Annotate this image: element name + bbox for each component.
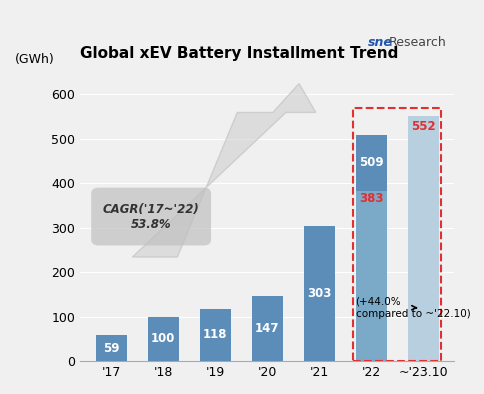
Bar bbox=[95, 335, 126, 361]
Text: 383: 383 bbox=[358, 192, 383, 205]
Bar bbox=[355, 135, 386, 191]
Bar bbox=[407, 115, 438, 361]
Bar bbox=[147, 317, 179, 361]
Text: 59: 59 bbox=[103, 342, 119, 355]
Text: (+44.0%
compared to ~'22.10): (+44.0% compared to ~'22.10) bbox=[355, 297, 469, 319]
FancyBboxPatch shape bbox=[91, 188, 211, 245]
Text: 147: 147 bbox=[255, 322, 279, 335]
Y-axis label: (GWh): (GWh) bbox=[15, 53, 55, 66]
Bar bbox=[251, 296, 282, 361]
Text: sne: sne bbox=[367, 36, 392, 49]
Polygon shape bbox=[132, 84, 315, 257]
Text: 100: 100 bbox=[151, 333, 175, 346]
Text: 509: 509 bbox=[358, 156, 383, 169]
Bar bbox=[352, 108, 440, 361]
Text: CAGR('17~'22)
53.8%: CAGR('17~'22) 53.8% bbox=[103, 203, 199, 230]
Bar bbox=[355, 191, 386, 361]
Bar bbox=[199, 309, 230, 361]
Bar bbox=[303, 226, 334, 361]
Text: Global xEV Battery Installment Trend: Global xEV Battery Installment Trend bbox=[80, 46, 397, 61]
Text: 552: 552 bbox=[410, 120, 435, 133]
Text: Research: Research bbox=[388, 36, 446, 49]
Text: 118: 118 bbox=[202, 328, 227, 341]
Text: 303: 303 bbox=[306, 287, 331, 300]
